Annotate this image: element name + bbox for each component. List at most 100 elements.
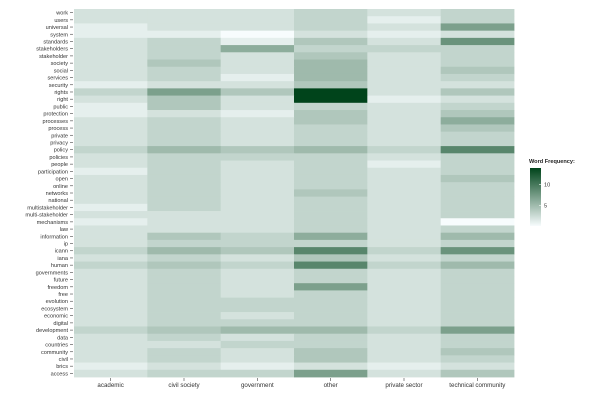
heatmap-cell — [74, 117, 148, 125]
y-tick-label: community — [41, 350, 68, 356]
heatmap-cell — [147, 275, 222, 284]
heatmap-cell — [147, 355, 222, 363]
y-tick-label: stakeholder — [39, 54, 68, 60]
heatmap-cell — [294, 174, 368, 183]
heatmap-cell — [440, 37, 515, 46]
heatmap-cell — [147, 290, 222, 299]
heatmap-cell — [220, 189, 295, 198]
heatmap-cell — [220, 283, 295, 291]
heatmap-cell — [294, 160, 368, 169]
y-tick-label: information — [40, 234, 68, 240]
heatmap-cell — [147, 95, 222, 104]
heatmap-cell — [367, 290, 442, 299]
heatmap-cell — [440, 283, 515, 291]
heatmap-cell — [220, 196, 295, 205]
heatmap-cell — [440, 30, 515, 39]
heatmap-cell — [294, 254, 368, 262]
y-tick-label: processes — [43, 119, 69, 125]
heatmap-cell — [147, 167, 222, 176]
heatmap-cell — [147, 340, 222, 349]
y-tick-label: national — [48, 198, 68, 204]
heatmap-cell — [294, 312, 368, 320]
heatmap-cell — [74, 348, 148, 356]
heatmap-cell — [294, 189, 368, 198]
y-tick-label: free — [58, 292, 68, 298]
heatmap-cell — [74, 45, 148, 53]
heatmap-cell — [220, 81, 295, 89]
heatmap-cell — [367, 239, 442, 248]
heatmap-cell — [147, 30, 222, 39]
heatmap-cell — [220, 110, 295, 118]
heatmap-cell — [74, 355, 148, 363]
heatmap-cell — [147, 189, 222, 198]
heatmap-cell — [367, 355, 442, 363]
heatmap-cell — [440, 290, 515, 299]
legend: Word Frequency: 5 10 — [529, 159, 575, 226]
heatmap-cell — [294, 225, 368, 234]
heatmap-cell — [147, 160, 222, 169]
heatmap-cell — [220, 232, 295, 241]
x-axis: academic civil society government other priv… — [97, 378, 506, 389]
heatmap-cell — [74, 73, 148, 82]
heatmap-cell — [440, 117, 515, 125]
heatmap-cell — [294, 131, 368, 140]
heatmap-cell — [440, 95, 515, 104]
heatmap-cell — [440, 326, 515, 335]
heatmap-cell — [220, 297, 295, 306]
y-tick-label: security — [49, 83, 68, 89]
heatmap-cell — [147, 174, 222, 183]
heatmap-cell — [440, 73, 515, 82]
heatmap-cell — [367, 146, 442, 154]
heatmap-cell — [74, 182, 148, 190]
heatmap-cell — [367, 131, 442, 140]
x-tick-label: academic — [97, 382, 123, 389]
heatmap-cell — [367, 297, 442, 306]
heatmap-cell — [147, 304, 222, 313]
heatmap-cell — [440, 66, 515, 75]
heatmap-cell — [440, 333, 515, 342]
heatmap-cell — [147, 348, 222, 356]
heatmap-cell — [367, 333, 442, 342]
y-tick-label: private — [51, 133, 68, 139]
heatmap-cell — [367, 37, 442, 46]
heatmap-cell — [220, 218, 295, 226]
heatmap-cell — [147, 268, 222, 277]
heatmap-cell — [74, 110, 148, 118]
heatmap-cell — [74, 261, 148, 270]
heatmap-cell — [74, 146, 148, 154]
heatmap-cell — [367, 218, 442, 226]
heatmap-cell — [294, 167, 368, 176]
heatmap-cell — [440, 88, 515, 96]
y-tick-label: development — [36, 328, 68, 334]
heatmap-cell — [147, 117, 222, 125]
heatmap-cell — [294, 110, 368, 118]
heatmap-cell — [294, 232, 368, 241]
heatmap-cell — [440, 312, 515, 320]
heatmap-cell — [294, 369, 368, 378]
heatmap-cell — [367, 340, 442, 349]
legend-ticks: 5 10 — [539, 183, 550, 209]
legend-title: Word Frequency: — [529, 159, 575, 165]
heatmap-cell — [440, 23, 515, 32]
heatmap-cell — [147, 52, 222, 60]
y-tick-label: policy — [54, 148, 69, 154]
heatmap-cell — [147, 362, 222, 371]
heatmap-cell — [294, 153, 368, 161]
heatmap-cell — [294, 196, 368, 205]
heatmap-cell — [74, 138, 148, 147]
heatmap-cell — [220, 167, 295, 176]
heatmap-cell — [440, 138, 515, 147]
y-tick-label: protection — [43, 112, 68, 118]
heatmap-cell — [440, 239, 515, 248]
heatmap-cell — [220, 59, 295, 68]
heatmap-cell — [367, 254, 442, 262]
x-tick-label: civil society — [168, 382, 200, 389]
heatmap-cell — [294, 81, 368, 89]
heatmap-cell — [220, 211, 295, 219]
heatmap-cell — [294, 203, 368, 212]
heatmap-cell — [74, 369, 148, 378]
heatmap-cell — [220, 261, 295, 270]
heatmap-cell — [147, 59, 222, 68]
heatmap-cell — [147, 81, 222, 89]
